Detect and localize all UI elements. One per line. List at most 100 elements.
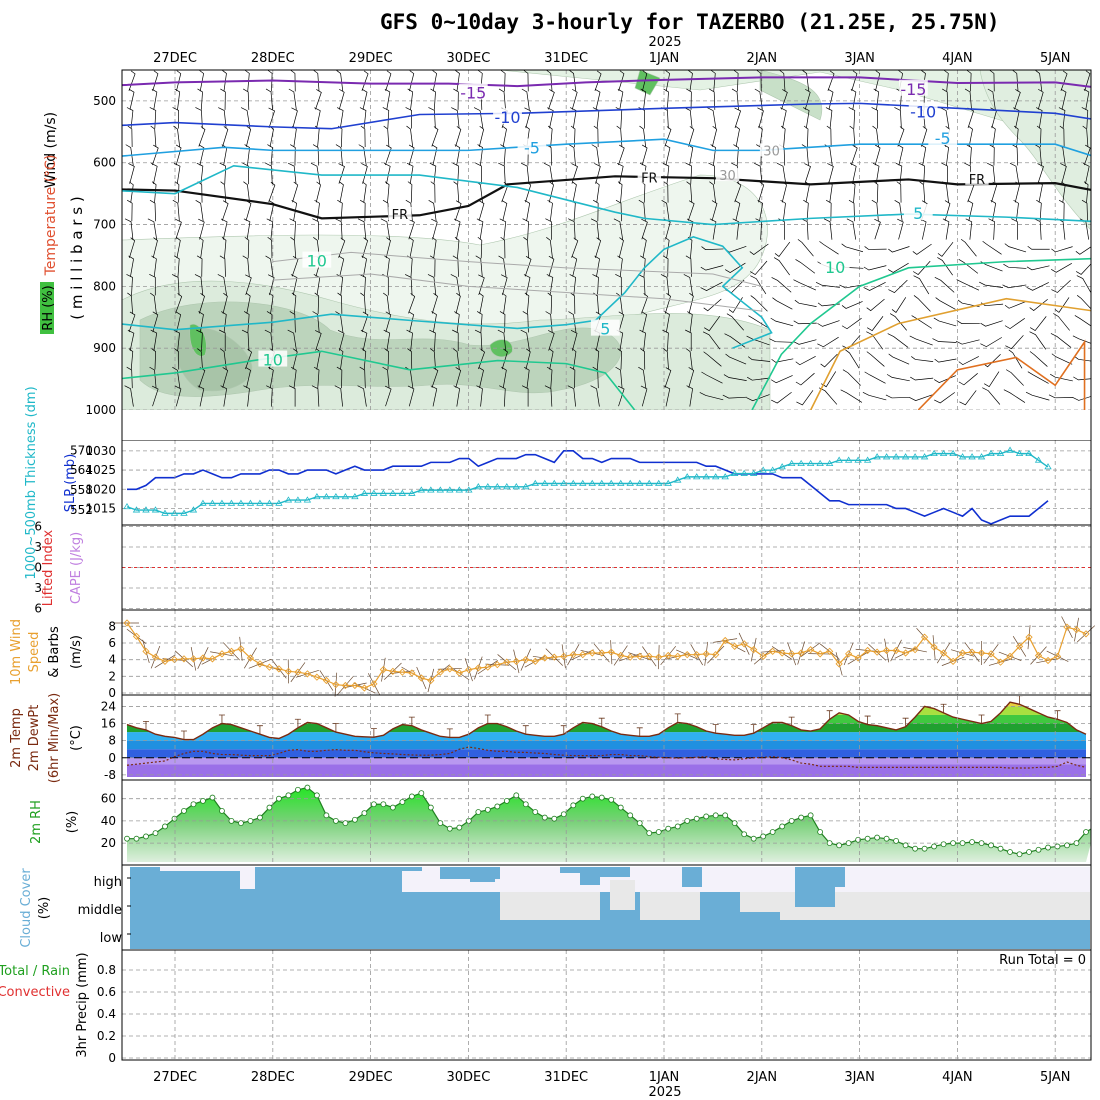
wind-barb [1009, 162, 1020, 185]
wind-barb [827, 163, 834, 184]
wind-barb [1034, 144, 1042, 166]
thickness-point [740, 469, 748, 476]
wind-barb [198, 293, 205, 314]
slp-label: SLP (mb) [63, 454, 78, 513]
wind-barb [547, 199, 553, 222]
wind-barb [851, 70, 858, 92]
wind-barb [499, 311, 506, 333]
wind-barb [524, 200, 531, 222]
wind-barb [174, 348, 180, 370]
wind-barb [173, 329, 180, 351]
wind-barb [895, 162, 903, 185]
wind-barb [452, 162, 460, 185]
rh-point [370, 801, 377, 808]
wind-barb [124, 218, 134, 240]
wind-barb [172, 199, 180, 222]
wind-barb [1035, 70, 1043, 92]
wind-barb [497, 329, 507, 351]
wind-barb [750, 260, 768, 276]
cloud-mid-gap [500, 892, 600, 920]
contour-label: 5 [600, 320, 610, 339]
wind-barb [548, 89, 555, 110]
wind-barb [292, 348, 298, 370]
isotherm-10-lower [122, 350, 636, 410]
wind-barb [406, 329, 413, 351]
wind-barb [1026, 282, 1049, 291]
rh-point [608, 796, 615, 803]
wind-barb [571, 163, 578, 184]
wind-barb [174, 181, 180, 203]
wind-barb [361, 255, 367, 277]
wind-barb [524, 256, 532, 277]
wind-barb [500, 70, 506, 92]
rh-point [276, 795, 282, 802]
wind-barb [617, 385, 625, 407]
wind-speed-point [199, 654, 207, 662]
temp-band [127, 702, 1086, 707]
wind-speed-point [987, 650, 995, 658]
contour-label: 5 [913, 204, 923, 223]
wind-barb [384, 181, 390, 203]
wind-barb [361, 311, 369, 333]
rh-point [769, 829, 776, 835]
wind-speed-point [788, 650, 796, 658]
wind-barb [888, 279, 908, 294]
wind-barb [289, 311, 296, 333]
wind-barb [287, 329, 297, 351]
wind-barb [382, 199, 389, 222]
wind-speed-point [844, 650, 853, 658]
thickness-point [446, 486, 454, 493]
wind-speed-point [303, 670, 312, 678]
rh-point [1035, 846, 1042, 853]
wind-barb [501, 292, 507, 314]
wind-barb [264, 329, 274, 351]
wind-barb [195, 199, 204, 222]
wind-barb [958, 258, 979, 274]
wind-barb [1037, 88, 1044, 110]
wind-barb [521, 385, 529, 407]
wind-speed-point [740, 640, 748, 648]
date-label-top: 1JAN [649, 51, 680, 66]
wind-barb [872, 125, 880, 147]
rh-point [655, 829, 662, 835]
wind-barb [615, 274, 622, 296]
wind-barb [642, 70, 648, 92]
wind-barb [568, 218, 576, 240]
thickness-point [939, 449, 948, 457]
wind-speed-point [674, 652, 682, 660]
wind-barb [455, 292, 461, 314]
thickness-point [863, 456, 872, 463]
rh-point [731, 820, 738, 827]
wind-barb [151, 385, 159, 407]
wind-barb [452, 348, 460, 370]
wind-barb [913, 275, 930, 295]
wind-barb [453, 181, 460, 203]
wind-barb [288, 162, 297, 185]
wind-barb [688, 126, 695, 147]
wind-barb [934, 392, 955, 404]
wind-barb [126, 199, 133, 222]
thickness-point [873, 453, 881, 460]
thickness-point [797, 459, 805, 466]
cloud-mid-gap [960, 892, 1090, 920]
wind-barb [428, 199, 437, 222]
wind-barb [701, 371, 723, 384]
wind-speed-point [702, 650, 710, 658]
wind-barb [221, 237, 227, 259]
wind-barb [546, 366, 553, 389]
temp-tick: -8 [104, 768, 116, 782]
wind-barb [338, 255, 345, 277]
wind-barb [382, 366, 390, 389]
wind-barb [661, 107, 669, 129]
wind-barb [934, 277, 955, 293]
date-label-bottom: 31DEC [544, 1070, 588, 1085]
wind-barb [454, 311, 460, 333]
wind-barb [478, 348, 485, 370]
wind-barb [172, 107, 179, 129]
date-label-bottom: 3JAN [844, 1070, 875, 1085]
wind-barb [921, 126, 928, 147]
wind-barb [639, 125, 647, 147]
wind-barb [769, 338, 794, 343]
rh-shade-green3 [634, 70, 661, 96]
contour-label-bg [820, 257, 850, 274]
